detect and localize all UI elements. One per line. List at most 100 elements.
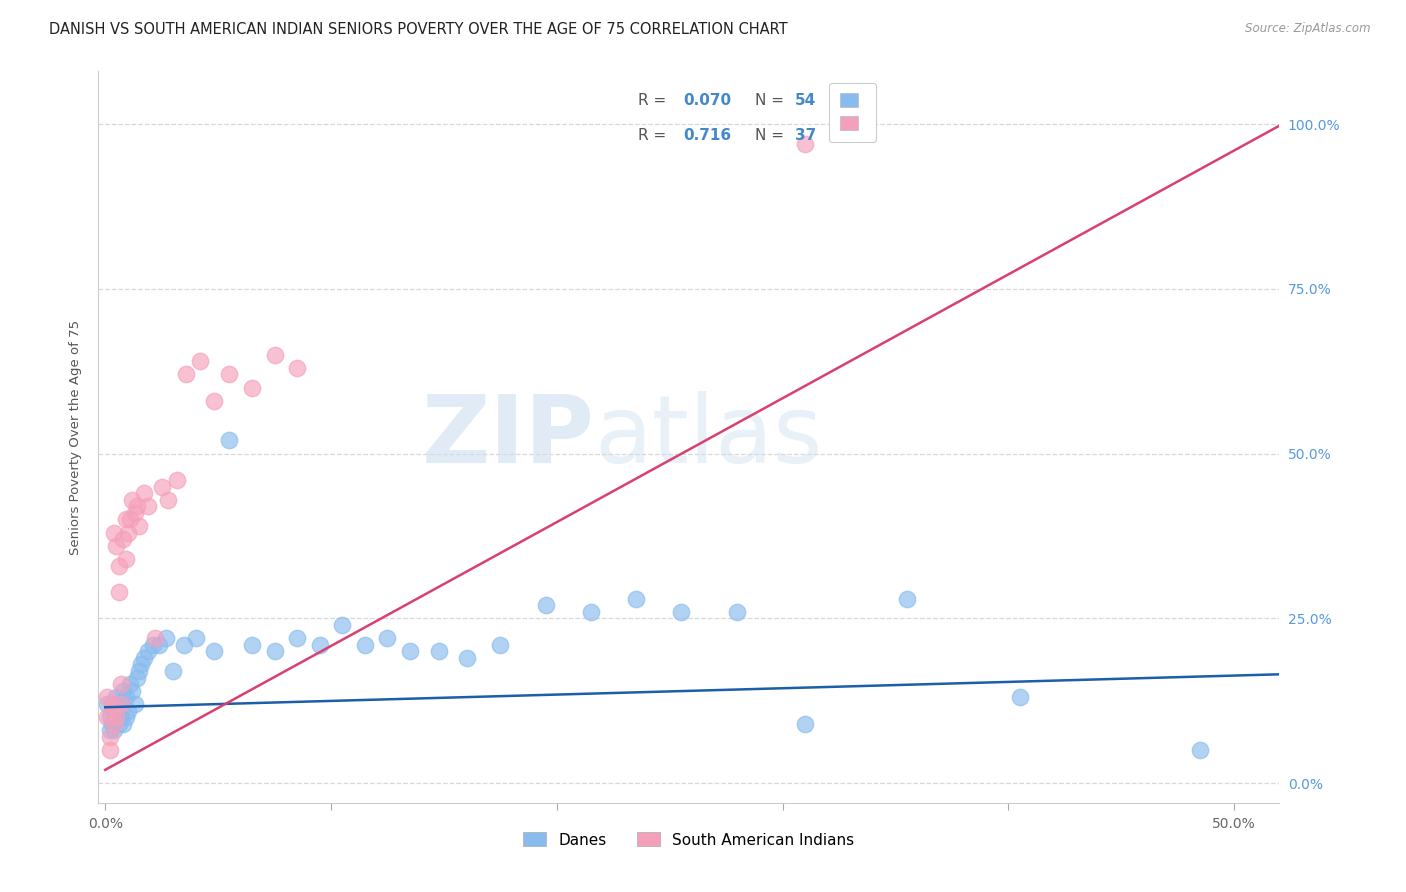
Point: [103, 716, 125, 731]
Text: 37: 37: [796, 128, 817, 144]
Point: [184, 631, 207, 645]
Point: [240, 381, 263, 395]
Point: [377, 631, 399, 645]
Point: [103, 723, 125, 738]
Point: [143, 631, 166, 645]
Point: [131, 657, 153, 672]
Point: [1189, 743, 1212, 757]
Text: 54: 54: [796, 93, 817, 108]
Point: [399, 644, 422, 658]
Point: [624, 591, 647, 606]
Point: [354, 638, 377, 652]
Y-axis label: Seniors Poverty Over the Age of 75: Seniors Poverty Over the Age of 75: [69, 319, 83, 555]
Text: Source: ZipAtlas.com: Source: ZipAtlas.com: [1246, 22, 1371, 36]
Text: R =: R =: [638, 128, 676, 144]
Point: [456, 650, 478, 665]
Point: [166, 473, 188, 487]
Point: [1008, 690, 1031, 705]
Point: [489, 638, 512, 652]
Point: [114, 552, 136, 566]
Text: R =: R =: [638, 93, 671, 108]
Point: [107, 716, 129, 731]
Point: [794, 136, 817, 151]
Point: [96, 697, 118, 711]
Point: [794, 716, 817, 731]
Point: [263, 644, 285, 658]
Point: [124, 506, 146, 520]
Point: [176, 368, 198, 382]
Point: [117, 525, 139, 540]
Point: [98, 743, 121, 757]
Point: [150, 479, 173, 493]
Point: [101, 704, 124, 718]
Point: [96, 690, 118, 705]
Text: 0.070: 0.070: [683, 93, 731, 108]
Point: [218, 368, 240, 382]
Point: [240, 638, 263, 652]
Point: [110, 677, 132, 691]
Point: [125, 500, 148, 514]
Point: [896, 591, 918, 606]
Point: [103, 704, 125, 718]
Text: N =: N =: [755, 93, 789, 108]
Point: [162, 664, 184, 678]
Point: [132, 486, 155, 500]
Point: [101, 697, 124, 711]
Point: [285, 360, 308, 375]
Point: [110, 697, 132, 711]
Point: [112, 716, 135, 731]
Point: [101, 697, 124, 711]
Point: [308, 638, 330, 652]
Point: [98, 723, 121, 738]
Point: [114, 690, 136, 705]
Point: [118, 512, 141, 526]
Point: [117, 704, 139, 718]
Text: N =: N =: [755, 128, 789, 144]
Point: [202, 393, 225, 408]
Point: [105, 690, 128, 705]
Point: [669, 605, 692, 619]
Point: [110, 697, 132, 711]
Point: [103, 525, 125, 540]
Point: [107, 704, 129, 718]
Text: 0.716: 0.716: [683, 128, 731, 144]
Point: [142, 638, 165, 652]
Point: [105, 710, 128, 724]
Legend: Danes, South American Indians: Danes, South American Indians: [517, 826, 860, 854]
Point: [128, 664, 150, 678]
Point: [128, 519, 150, 533]
Point: [98, 730, 121, 744]
Point: [285, 631, 308, 645]
Point: [218, 434, 240, 448]
Point: [148, 638, 170, 652]
Point: [112, 683, 135, 698]
Point: [110, 710, 132, 724]
Point: [121, 683, 143, 698]
Point: [263, 348, 285, 362]
Point: [107, 585, 129, 599]
Point: [96, 710, 118, 724]
Point: [107, 558, 129, 573]
Point: [188, 354, 211, 368]
Text: DANISH VS SOUTH AMERICAN INDIAN SENIORS POVERTY OVER THE AGE OF 75 CORRELATION C: DANISH VS SOUTH AMERICAN INDIAN SENIORS …: [49, 22, 787, 37]
Text: atlas: atlas: [595, 391, 823, 483]
Point: [98, 710, 121, 724]
Point: [173, 638, 195, 652]
Point: [579, 605, 602, 619]
Point: [118, 677, 141, 691]
Point: [136, 500, 159, 514]
Point: [105, 539, 128, 553]
Point: [429, 644, 451, 658]
Point: [125, 671, 148, 685]
Point: [157, 492, 180, 507]
Text: ZIP: ZIP: [422, 391, 595, 483]
Point: [155, 631, 177, 645]
Point: [202, 644, 225, 658]
Point: [727, 605, 749, 619]
Point: [121, 492, 143, 507]
Point: [114, 710, 136, 724]
Point: [105, 710, 128, 724]
Point: [330, 618, 353, 632]
Point: [124, 697, 146, 711]
Point: [132, 650, 155, 665]
